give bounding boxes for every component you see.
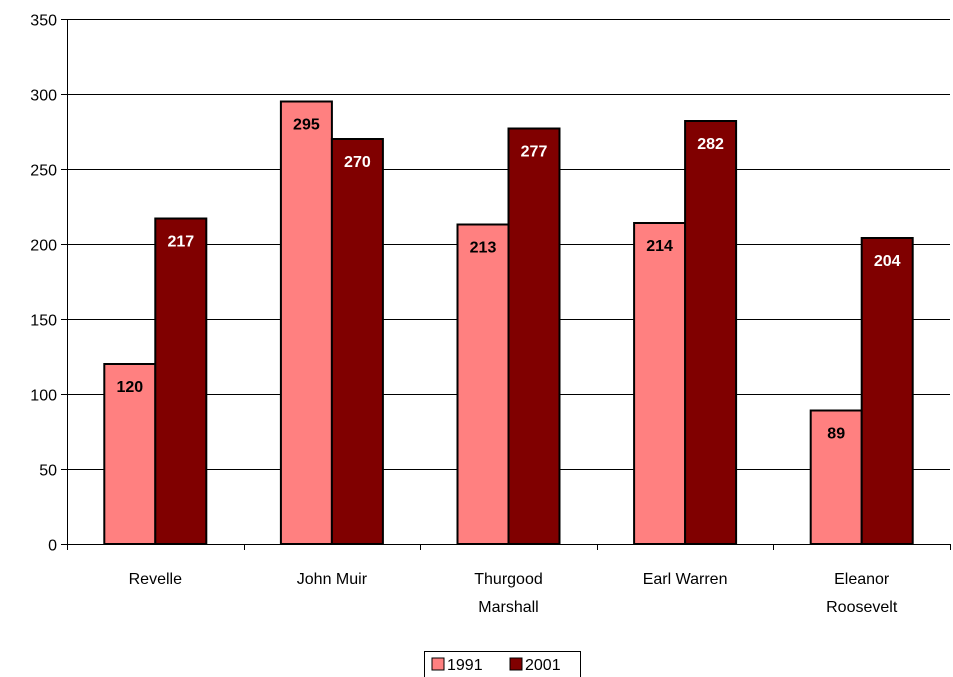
y-tick-label: 350 (30, 13, 57, 30)
data-label: 204 (874, 253, 901, 270)
legend: 1991 2001 (424, 651, 581, 677)
bar (684, 120, 738, 545)
category-label: Revelle (129, 571, 182, 588)
bar (860, 237, 914, 545)
category-label: Eleanor Roosevelt (826, 571, 898, 616)
category-label: Thurgood Marshall (474, 571, 543, 616)
data-label: 217 (167, 234, 194, 251)
y-tick-label: 250 (30, 163, 57, 180)
legend-swatch (509, 657, 523, 671)
category-label-line: Eleanor (834, 571, 890, 588)
y-axis-ticks: 0 50 100 150 200 250 300 350 (30, 13, 67, 555)
legend-label: 2001 (525, 657, 561, 674)
y-tick-label: 50 (39, 463, 57, 480)
category-label-line: John Muir (297, 571, 368, 588)
axes (67, 19, 951, 550)
category-label-line: Marshall (478, 599, 538, 616)
category-label-line: Thurgood (474, 571, 543, 588)
legend-box (424, 651, 581, 677)
bars (103, 100, 914, 545)
data-label: 214 (646, 238, 673, 255)
category-label-line: Earl Warren (643, 571, 728, 588)
data-labels: 120 217 295 270 213 277 214 282 89 204 (116, 117, 900, 443)
y-tick-label: 0 (48, 538, 57, 555)
y-tick-label: 300 (30, 88, 57, 105)
bar (633, 222, 687, 545)
category-label-line: Roosevelt (826, 599, 898, 616)
data-label: 277 (521, 144, 548, 161)
bar (330, 138, 384, 545)
data-label: 89 (827, 426, 845, 443)
category-label-line: Revelle (129, 571, 182, 588)
data-label: 282 (697, 136, 724, 153)
y-tick-label: 150 (30, 313, 57, 330)
data-label: 120 (116, 379, 143, 396)
bar (154, 217, 208, 545)
category-label: Earl Warren (643, 571, 728, 588)
bar (809, 409, 863, 545)
bar (507, 127, 561, 545)
data-label: 270 (344, 154, 371, 171)
legend-swatch (431, 657, 445, 671)
bar (279, 100, 333, 545)
y-tick-label: 100 (30, 388, 57, 405)
category-label: John Muir (297, 571, 368, 588)
x-axis-labels: Revelle John Muir Thurgood Marshall Earl War… (129, 571, 898, 616)
data-label: 213 (470, 240, 497, 257)
data-label: 295 (293, 117, 320, 134)
bar (456, 223, 510, 545)
y-tick-label: 200 (30, 238, 57, 255)
legend-label: 1991 (447, 657, 483, 674)
